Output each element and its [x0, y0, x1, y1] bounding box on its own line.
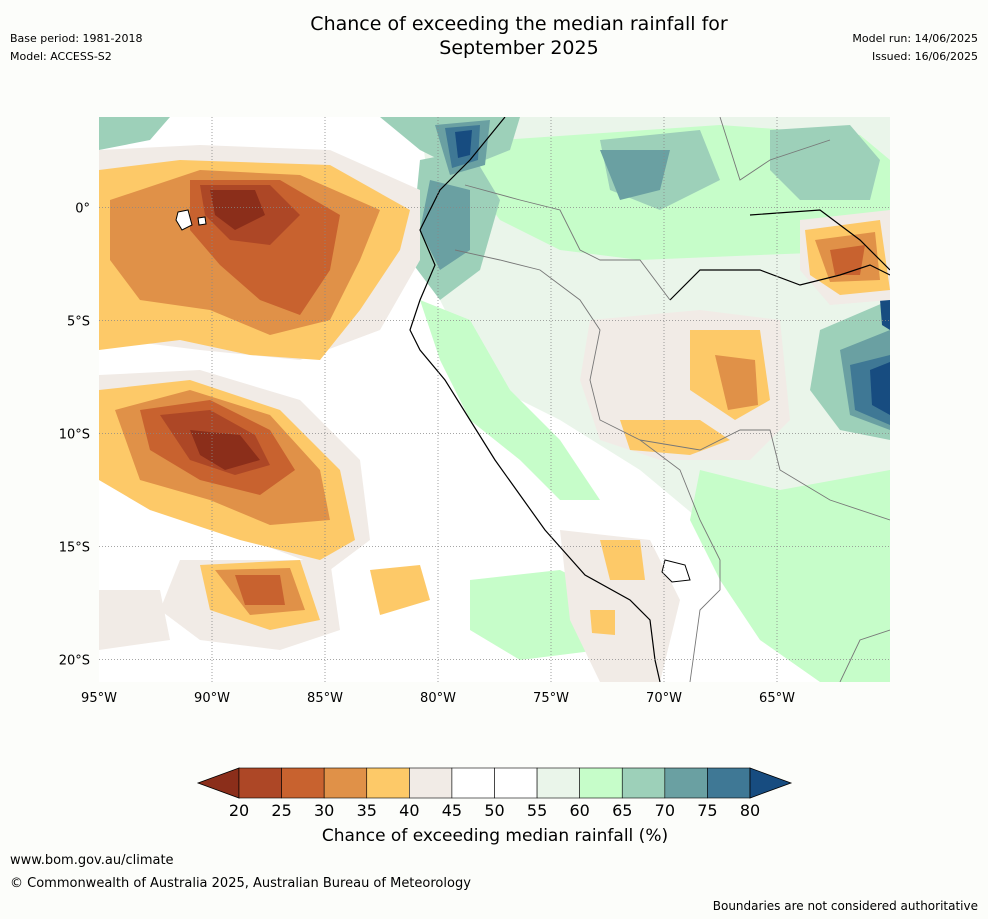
footer-copyright: © Commonwealth of Australia 2025, Austra…: [10, 876, 471, 891]
colorbar-swatch: [366, 767, 410, 799]
colorbar-swatch: [494, 767, 538, 799]
coastline: [749, 209, 890, 271]
lon-tick-label: 75°W: [533, 691, 569, 706]
field-patch: [560, 530, 680, 682]
field-patch: [190, 430, 260, 470]
colorbar-swatch: [409, 767, 453, 799]
model-run-text: Model run: 14/06/2025: [852, 32, 978, 45]
latitude-labels: 0° 5°S 10°S 15°S 20°S: [59, 201, 90, 668]
lake-titicaca: [661, 559, 691, 583]
field-patch: [600, 150, 670, 200]
colorbar-tick-label: 65: [612, 801, 632, 820]
colorbar: 20 25 30 35 40 45 50 55 60 65 70 75 80: [196, 767, 793, 820]
issued-text: Issued: 16/06/2025: [871, 50, 978, 63]
colorbar-swatch: [579, 767, 623, 799]
field-patch: [590, 610, 615, 635]
field-patch: [210, 190, 265, 230]
colorbar-tick-label: 40: [399, 801, 419, 820]
footer-note: Boundaries are not considered authoritat…: [712, 899, 978, 913]
field-patch: [99, 590, 170, 650]
map-panel: [99, 117, 890, 682]
country-border: [464, 184, 671, 301]
lon-tick-label: 65°W: [759, 691, 795, 706]
field-patch: [600, 540, 645, 580]
lon-tick-label: 95°W: [81, 691, 117, 706]
galapagos-islands: [175, 209, 193, 231]
colorbar-swatch: [707, 767, 751, 799]
field-patch: [235, 575, 285, 605]
colorbar-tick-label: 60: [569, 801, 589, 820]
colorbar-swatch: [536, 767, 580, 799]
colorbar-tick-label: 75: [697, 801, 717, 820]
coastline: [669, 264, 890, 301]
field-patch: [455, 130, 472, 158]
lon-tick-label: 70°W: [646, 691, 682, 706]
colorbar-tick-label: 80: [740, 801, 760, 820]
field-patch: [370, 565, 430, 615]
metadata-right: Model run: 14/06/2025 Issued: 16/06/2025: [852, 30, 978, 66]
colorbar-tick-label: 35: [357, 801, 377, 820]
lon-tick-label: 80°W: [420, 691, 456, 706]
colorbar-swatch: [621, 767, 666, 799]
country-border: [839, 629, 890, 682]
galapagos-islands: [197, 216, 207, 226]
colorbar-tick-label: 30: [314, 801, 334, 820]
field-patch: [420, 180, 470, 270]
title-line-2: September 2025: [439, 37, 599, 59]
map-title: Chance of exceeding the median rainfall …: [244, 12, 794, 60]
longitude-labels: 95°W 90°W 85°W 80°W 75°W 70°W 65°W: [81, 691, 795, 706]
colorbar-tick-label: 45: [442, 801, 462, 820]
field-patch: [99, 117, 170, 150]
colorbar-swatch: [451, 767, 495, 799]
model-text: Model: ACCESS-S2: [10, 50, 112, 63]
footer-url[interactable]: www.bom.gov.au/climate: [10, 853, 174, 868]
country-border: [639, 429, 890, 521]
probability-field: [99, 117, 890, 682]
colorbar-tick-label: 70: [655, 801, 675, 820]
field-patch: [870, 362, 890, 415]
field-patch: [715, 355, 758, 410]
boundaries: [175, 117, 890, 682]
metadata-left: Base period: 1981-2018 Model: ACCESS-S2: [10, 30, 142, 66]
colorbar-swatch: [281, 767, 325, 799]
lat-tick-label: 10°S: [59, 427, 90, 442]
field-patch: [830, 245, 865, 275]
lat-tick-label: 15°S: [59, 540, 90, 555]
colorbar-tick-label: 55: [527, 801, 547, 820]
field-patch: [690, 470, 890, 682]
country-border: [454, 249, 721, 682]
title-line-1: Chance of exceeding the median rainfall …: [310, 13, 728, 35]
colorbar-swatch: [323, 767, 368, 799]
field-patch: [420, 300, 600, 500]
lat-tick-label: 20°S: [59, 653, 90, 668]
colorbar-tick-label: 20: [229, 801, 249, 820]
colorbar-tick-label: 50: [484, 801, 504, 820]
field-patch: [770, 125, 880, 200]
colorbar-swatch: [664, 767, 708, 799]
colorbar-high-extension: [749, 767, 793, 799]
base-period-text: Base period: 1981-2018: [10, 32, 143, 45]
country-border: [719, 117, 831, 181]
gridlines: [99, 117, 890, 682]
lon-tick-label: 90°W: [194, 691, 230, 706]
lon-tick-label: 85°W: [307, 691, 343, 706]
colorbar-swatch: [238, 767, 282, 799]
lat-tick-label: 0°: [75, 201, 90, 216]
colorbar-low-extension: [196, 767, 240, 799]
lat-tick-label: 5°S: [67, 314, 90, 329]
coastline: [409, 117, 661, 682]
field-patch: [880, 296, 890, 330]
colorbar-title: Chance of exceeding median rainfall (%): [321, 826, 669, 846]
field-patch: [620, 420, 730, 455]
colorbar-tick-label: 25: [271, 801, 291, 820]
